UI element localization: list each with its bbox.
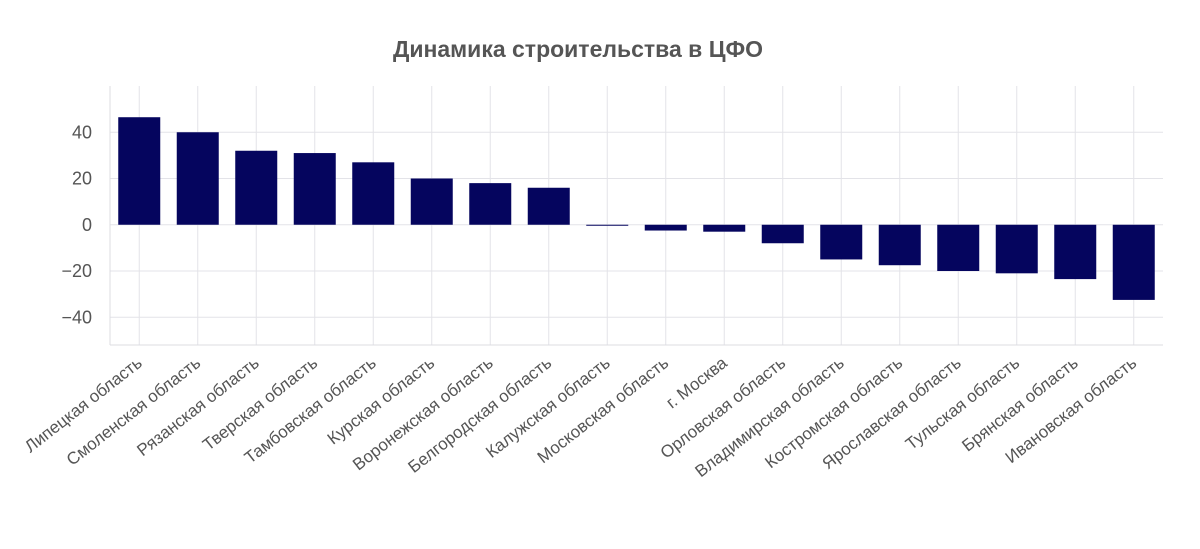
bar[interactable] (235, 150, 278, 225)
y-tick-label: 0 (82, 215, 92, 235)
bar[interactable] (118, 117, 161, 225)
bar[interactable] (293, 153, 336, 225)
bar[interactable] (703, 224, 746, 232)
y-tick-label: −20 (61, 261, 92, 281)
bar[interactable] (176, 132, 219, 225)
bar[interactable] (469, 183, 512, 225)
bar[interactable] (878, 224, 921, 266)
y-axis-ticks: −40 −20 0 20 40 (61, 122, 92, 327)
bar[interactable] (995, 224, 1038, 274)
bar[interactable] (1054, 224, 1097, 280)
y-tick-label: 40 (72, 122, 92, 142)
bar[interactable] (410, 178, 453, 225)
y-tick-label: 20 (72, 169, 92, 189)
bar[interactable] (820, 224, 863, 260)
bar[interactable] (761, 224, 804, 244)
bar[interactable] (586, 224, 629, 226)
bar[interactable] (352, 162, 395, 225)
axes (109, 86, 1163, 346)
bar[interactable] (937, 224, 980, 271)
y-tick-label: −40 (61, 307, 92, 327)
bar[interactable] (527, 187, 570, 225)
bar[interactable] (644, 224, 687, 231)
bar[interactable] (1112, 224, 1155, 300)
chart-title: Динамика строительства в ЦФО (393, 36, 763, 62)
bars (118, 117, 1155, 300)
